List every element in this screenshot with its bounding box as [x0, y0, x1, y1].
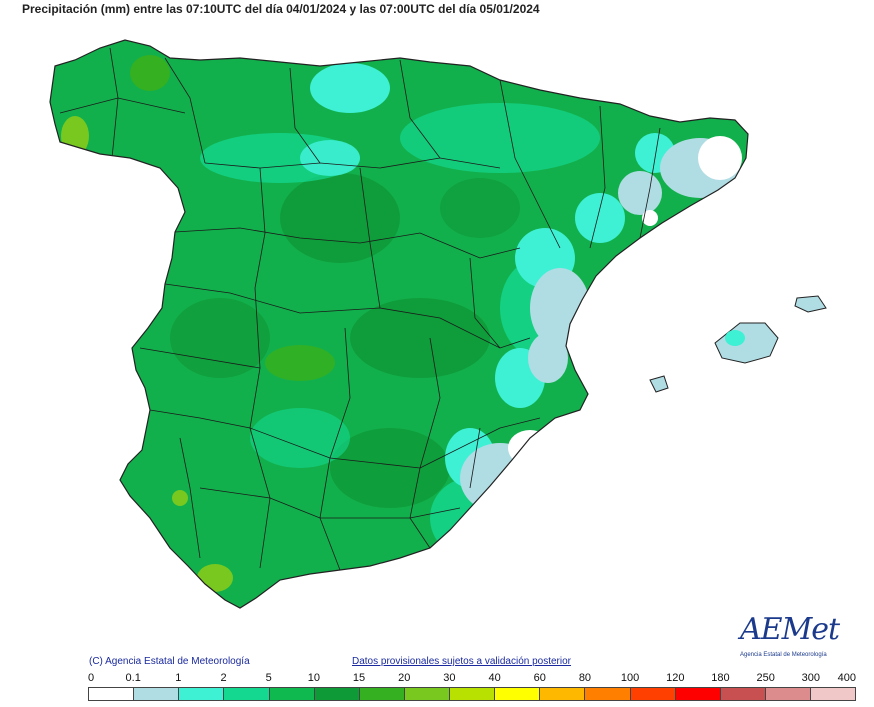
legend-tick-label: 100 [620, 672, 640, 684]
balearic-islands [649, 295, 827, 393]
legend-swatch [89, 688, 135, 700]
precipitation-legend: 0 0.1 1 2 5 10 15 20 30 40 60 80 100 120 180 250 300 400 [88, 672, 856, 702]
legend-tick-label: 250 [756, 672, 775, 684]
legend-swatch [450, 688, 496, 700]
legend-tick-label: 20 [398, 672, 411, 684]
aemet-logo-subtitle: Agencia Estatal de Meteorología [740, 652, 827, 658]
legend-swatch [269, 688, 315, 700]
legend-swatch [404, 688, 450, 700]
legend-tick-label: 1 [175, 672, 182, 684]
legend-swatch [765, 688, 811, 700]
legend-swatch [359, 688, 405, 700]
legend-swatch [224, 688, 270, 700]
legend-color-bar [88, 687, 856, 701]
province-borders [59, 47, 661, 571]
legend-tick-label: 5 [265, 672, 272, 684]
legend-tick-label: 60 [533, 672, 546, 684]
legend-swatch [179, 688, 225, 700]
legend-tick-label: 0 [88, 672, 95, 684]
legend-tick-label: 2 [220, 672, 227, 684]
legend-swatch [675, 688, 721, 700]
legend-swatch [720, 688, 766, 700]
legend-tick-labels: 0 0.1 1 2 5 10 15 20 30 40 60 80 100 120 180 250 300 400 [88, 672, 856, 686]
legend-swatch [811, 688, 856, 700]
legend-swatch [630, 688, 676, 700]
copyright-text: (C) Agencia Estatal de Meteorología [89, 656, 250, 667]
legend-tick-label: 40 [488, 672, 501, 684]
map-title: Precipitación (mm) entre las 07:10UTC de… [22, 2, 540, 16]
provisional-data-link[interactable]: Datos provisionales sujetos a validación… [352, 656, 572, 667]
legend-tick-label: 30 [443, 672, 456, 684]
legend-swatch [314, 688, 360, 700]
legend-tick-label: 300 [801, 672, 820, 684]
aemet-logo: AEMet Agencia Estatal de Meteorología [740, 612, 852, 662]
legend-tick-label: 10 [307, 672, 320, 684]
legend-tick-label: 0.1 [125, 672, 141, 684]
legend-tick-label: 180 [711, 672, 730, 684]
legend-tick-label: 400 [837, 672, 856, 684]
legend-swatch [540, 688, 586, 700]
legend-tick-label: 15 [352, 672, 366, 684]
precipitation-map [0, 18, 874, 650]
legend-swatch [495, 688, 541, 700]
aemet-logo-text: AEMet [740, 612, 840, 647]
legend-tick-label: 120 [666, 672, 685, 684]
legend-swatch [134, 688, 180, 700]
legend-swatch [585, 688, 631, 700]
legend-tick-label: 80 [578, 672, 592, 684]
